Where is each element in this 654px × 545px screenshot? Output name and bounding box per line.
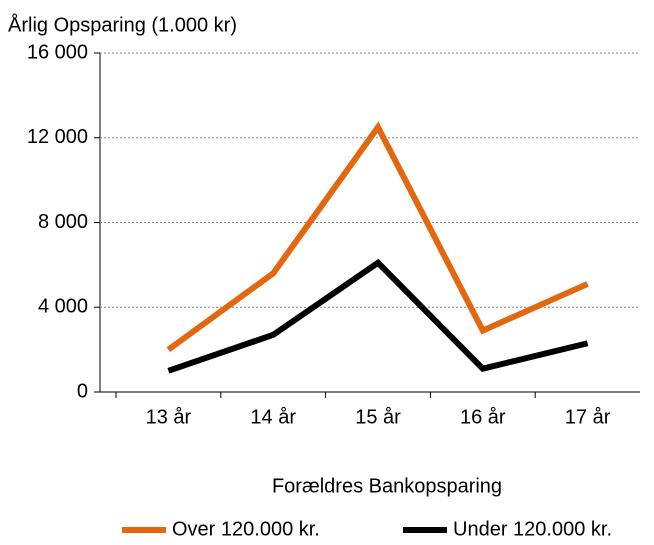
y-tick-label: 12 000 (27, 126, 88, 148)
y-tick-label: 0 (77, 380, 88, 402)
y-tick-label: 4 000 (38, 296, 88, 318)
x-tick-label: 15 år (355, 406, 401, 428)
series-line (167, 258, 589, 374)
legend-label: Over 120.000 kr. (172, 518, 320, 540)
chart-title: Årlig Opsparing (1.000 kr) (8, 13, 237, 36)
y-tick-label: 16 000 (27, 41, 88, 63)
y-tick-label: 8 000 (38, 211, 88, 233)
x-tick-label: 16 år (460, 406, 506, 428)
x-tick-label: 13 år (146, 406, 192, 428)
legend-label: Under 120.000 kr. (453, 518, 612, 540)
x-tick-label: 17 år (565, 406, 611, 428)
series-line (166, 121, 589, 353)
x-tick-label: 14 år (250, 406, 296, 428)
x-axis-title: Forældres Bankopsparing (272, 475, 502, 497)
